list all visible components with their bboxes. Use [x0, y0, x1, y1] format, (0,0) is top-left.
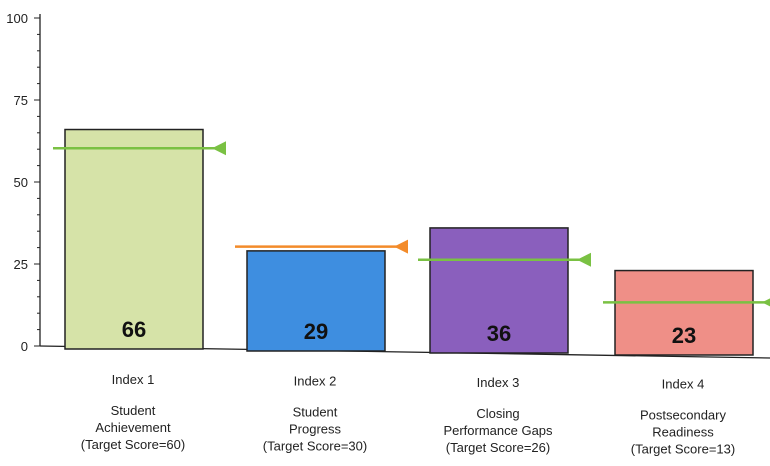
bar-3 — [429, 227, 569, 354]
y-tick-label: 100 — [6, 11, 28, 26]
target-arrow-2 — [394, 239, 408, 254]
target-arrow-3 — [577, 252, 591, 267]
category-description-line: Postsecondary — [640, 408, 726, 423]
bars: 66 29 36 23 — [64, 128, 754, 356]
target-arrow-4 — [762, 298, 770, 307]
category-label: Index 4 — [662, 377, 705, 392]
category-description-line: Closing — [476, 406, 519, 421]
category-description-line: Progress — [289, 422, 342, 437]
bar-value-label: 66 — [122, 317, 146, 342]
y-tick-label: 25 — [14, 257, 28, 272]
y-tick-label: 75 — [14, 93, 28, 108]
target-arrow-1 — [212, 141, 226, 156]
y-tick-label: 50 — [14, 175, 28, 190]
category-description-line: (Target Score=60) — [81, 437, 185, 452]
bar-value-label: 29 — [304, 319, 328, 344]
category-description-line: (Target Score=30) — [263, 439, 367, 454]
category-description-line: Student — [111, 403, 156, 418]
category-description-line: Achievement — [95, 420, 171, 435]
category-description-line: Readiness — [652, 425, 714, 440]
bar-1 — [64, 128, 204, 350]
y-tick-label: 0 — [21, 339, 28, 354]
bar-2 — [246, 250, 386, 352]
category-label: Index 1 — [112, 372, 155, 387]
category-label: Index 3 — [477, 375, 520, 390]
category-label: Index 2 — [294, 374, 337, 389]
category-description-line: Performance Gaps — [443, 423, 553, 438]
category-description-line: (Target Score=13) — [631, 442, 735, 457]
category-description-line: (Target Score=26) — [446, 440, 550, 455]
bar-value-label: 23 — [672, 323, 696, 348]
x-axis-labels: Index 1 Student Achievement (Target Score=6… — [81, 372, 735, 457]
bar-4 — [614, 269, 754, 356]
bar-value-label: 36 — [487, 321, 511, 346]
target-markers — [53, 141, 770, 307]
category-description-line: Student — [293, 405, 338, 420]
